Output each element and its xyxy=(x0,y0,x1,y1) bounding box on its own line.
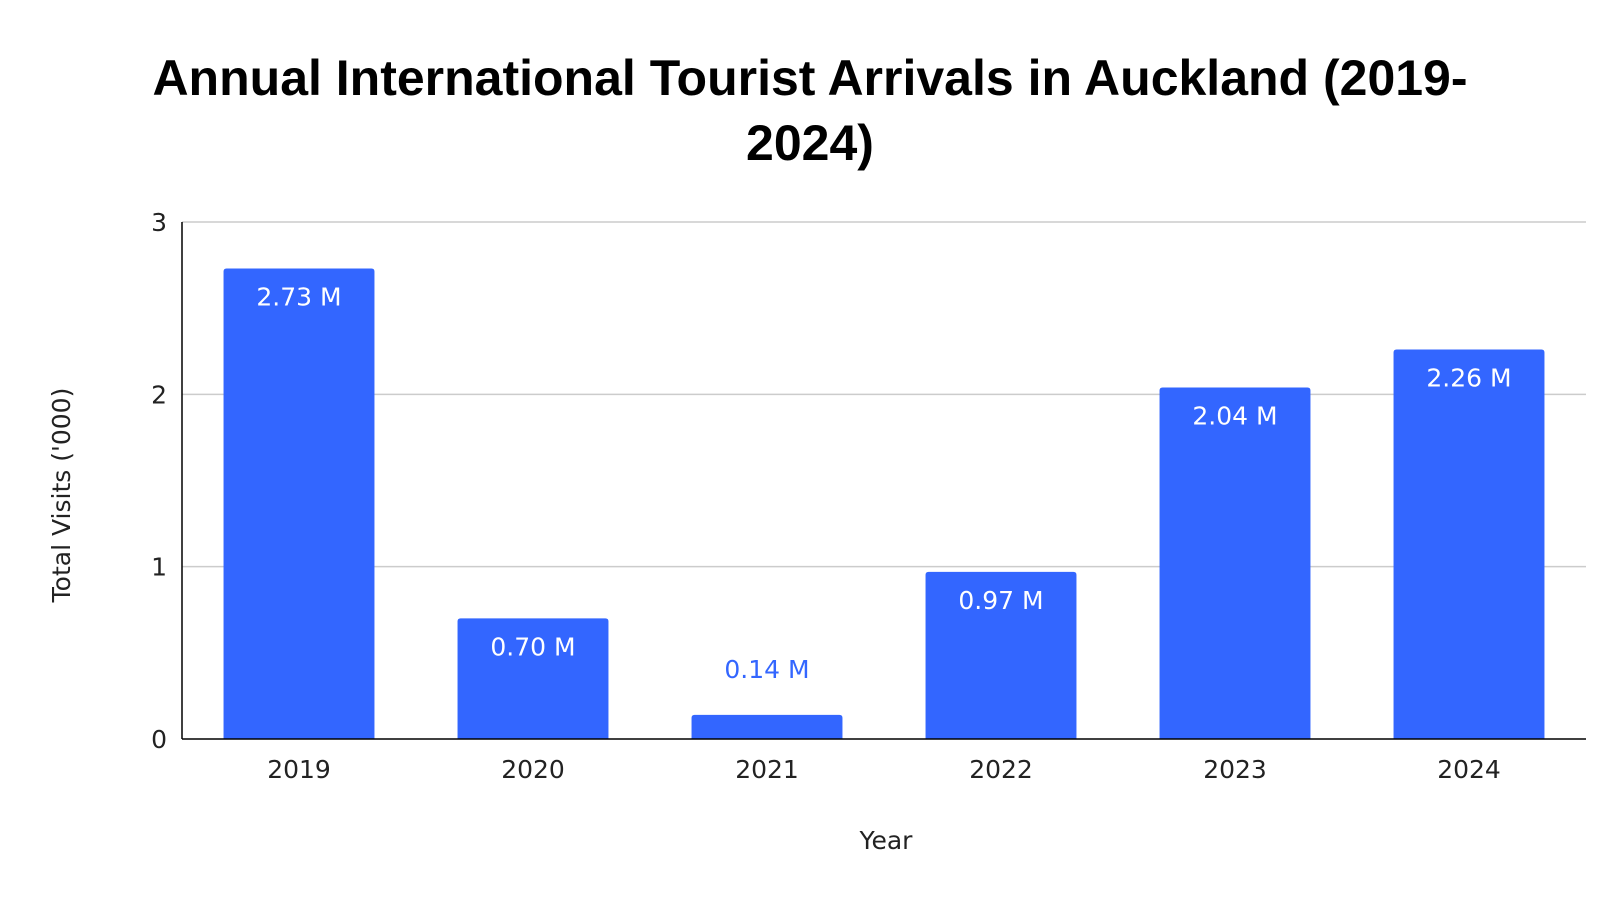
data-labels: 2.73 M 0.70 M 0.14 M 0.97 M 2.04 M 2.26 M xyxy=(256,283,1511,684)
x-tick-label: 2019 xyxy=(267,755,331,784)
x-tick-labels: 2019 2020 2021 2022 2023 2024 xyxy=(267,755,1501,784)
data-label-2022: 0.97 M xyxy=(958,586,1043,615)
bars xyxy=(223,268,1545,739)
y-tick-labels: 0 1 2 3 xyxy=(151,208,167,754)
x-tick-label: 2022 xyxy=(969,755,1033,784)
data-label-2020: 0.70 M xyxy=(490,632,575,661)
y-axis-title: Total Visits ('000) xyxy=(47,388,76,604)
bar-2023 xyxy=(1159,387,1311,739)
y-tick-label: 0 xyxy=(151,725,167,754)
bar-2022 xyxy=(925,571,1077,739)
bar-2021 xyxy=(691,714,843,739)
y-tick-label: 3 xyxy=(151,208,167,237)
data-label-2021: 0.14 M xyxy=(724,655,809,684)
x-tick-label: 2023 xyxy=(1203,755,1267,784)
y-tick-label: 2 xyxy=(151,380,167,409)
chart-title: Annual International Tourist Arrivals in… xyxy=(152,50,1467,171)
x-tick-label: 2021 xyxy=(735,755,799,784)
data-label-2023: 2.04 M xyxy=(1192,401,1277,430)
data-label-2024: 2.26 M xyxy=(1426,364,1511,393)
gridlines xyxy=(182,221,1586,568)
bar-2020 xyxy=(457,618,609,739)
x-tick-label: 2024 xyxy=(1437,755,1501,784)
data-label-2019: 2.73 M xyxy=(256,283,341,312)
x-tick-label: 2020 xyxy=(501,755,565,784)
chart-title-line-1: Annual International Tourist Arrivals in… xyxy=(152,50,1467,106)
bar-2024 xyxy=(1393,349,1545,739)
y-tick-label: 1 xyxy=(151,553,167,582)
bar-2019 xyxy=(223,268,375,739)
chart-title-line-2: 2024) xyxy=(746,115,874,171)
x-axis-title: Year xyxy=(859,826,914,855)
